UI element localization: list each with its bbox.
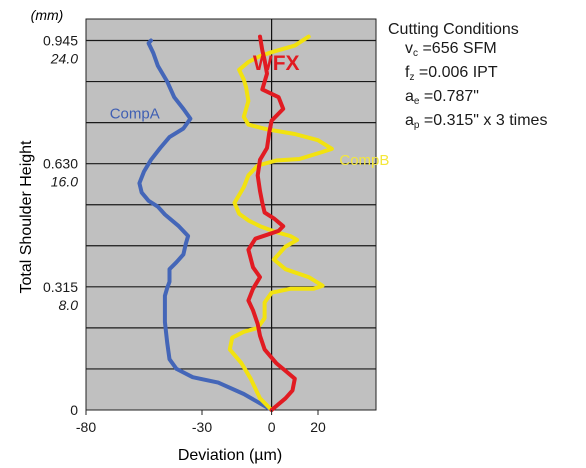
x-tick-label: -80 (76, 419, 96, 435)
condition-row: vc =656 SFM (405, 40, 497, 59)
series-label: CompB (339, 152, 389, 169)
y-tick-label: 0.630 (43, 156, 78, 172)
series-line (227, 34, 334, 412)
y-tick-label: 0.315 (43, 279, 78, 295)
y-axis-label: Total Shoulder Height (18, 140, 35, 294)
condition-row: ae =0.787" (405, 88, 479, 107)
series-label: WFX (253, 52, 300, 75)
condition-row: fz =0.006 IPT (405, 64, 498, 83)
y-tick-sublabel: 8.0 (59, 297, 79, 313)
series-line (246, 34, 297, 412)
y-tick-label: 0 (70, 402, 78, 418)
x-tick-label: 0 (268, 419, 276, 435)
x-tick-label: 20 (310, 419, 326, 435)
y-unit-label: (mm) (31, 7, 64, 23)
y-tick-sublabel: 24.0 (50, 51, 78, 67)
cutting-conditions: Cutting Conditions vc =656 SFM fz =0.006… (388, 20, 547, 135)
x-tick-label: -30 (192, 419, 212, 435)
y-tick-label: 0.945 (43, 33, 78, 49)
condition-row: ap =0.315" x 3 times (405, 112, 548, 131)
x-axis-label: Deviation (µm) (178, 447, 282, 464)
series-label: CompA (110, 106, 160, 123)
series-line (137, 38, 274, 412)
plot-area: CompA CompB WFX -80 -30 0 20 0.945 24.0 0.630 16.0… (43, 18, 389, 435)
y-tick-sublabel: 16.0 (51, 174, 78, 190)
conditions-title: Cutting Conditions (388, 21, 519, 38)
